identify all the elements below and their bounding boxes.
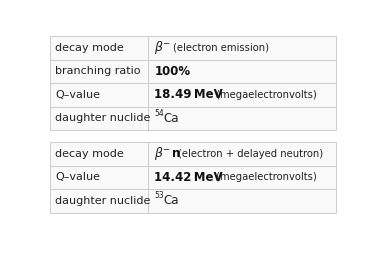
Text: 18.49 MeV: 18.49 MeV (154, 88, 223, 101)
Text: branching ratio: branching ratio (55, 66, 141, 76)
Text: daughter nuclide: daughter nuclide (55, 196, 151, 206)
Text: n: n (172, 147, 180, 160)
Text: Ca: Ca (163, 195, 179, 207)
Bar (50, 36, 336, 130)
Text: $\mathit{\beta}^{-}$: $\mathit{\beta}^{-}$ (154, 146, 172, 162)
Text: 14.42 MeV: 14.42 MeV (154, 171, 223, 184)
Text: decay mode: decay mode (55, 43, 124, 53)
Text: $\mathit{\beta}^{-}$: $\mathit{\beta}^{-}$ (154, 39, 172, 56)
Text: daughter nuclide: daughter nuclide (55, 113, 151, 124)
Text: Q–value: Q–value (55, 172, 100, 182)
Bar (50, 142, 336, 213)
Text: Q–value: Q–value (55, 90, 100, 100)
Text: (megaelectronvolts): (megaelectronvolts) (213, 172, 317, 182)
Text: (electron emission): (electron emission) (173, 43, 269, 53)
Text: Ca: Ca (163, 112, 179, 125)
Text: (megaelectronvolts): (megaelectronvolts) (213, 90, 317, 100)
Text: 53: 53 (154, 191, 164, 200)
Text: 54: 54 (154, 109, 164, 118)
Text: decay mode: decay mode (55, 149, 124, 159)
Text: 100%: 100% (154, 65, 190, 78)
Text: (electron + delayed neutron): (electron + delayed neutron) (178, 149, 323, 159)
